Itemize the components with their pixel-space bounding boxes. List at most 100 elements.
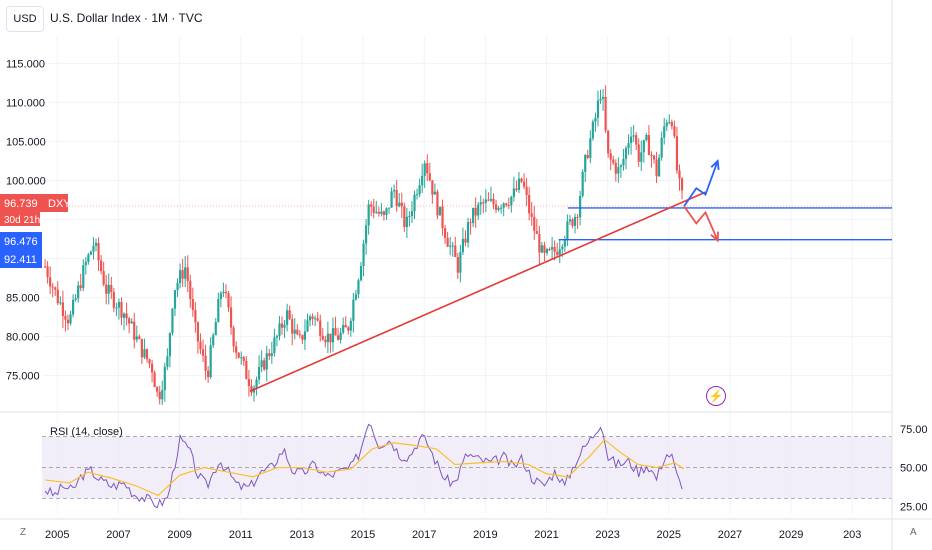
- rsi-title[interactable]: RSI (14, close): [50, 426, 123, 438]
- price-grid: [42, 36, 892, 514]
- candle-body: [599, 98, 602, 101]
- candle-body: [446, 238, 449, 247]
- candle-body: [288, 310, 291, 320]
- candle-body: [607, 130, 610, 154]
- time-tick-label: 2013: [290, 529, 314, 541]
- candle-body: [311, 316, 314, 319]
- candle-body: [589, 138, 592, 158]
- candle-body: [94, 242, 98, 246]
- candle-body: [660, 137, 663, 158]
- candle-body: [426, 163, 429, 174]
- candle-body: [403, 206, 406, 228]
- candle-body: [400, 202, 403, 207]
- time-tick-label: 2029: [779, 529, 803, 541]
- candle-body: [324, 339, 327, 343]
- candle-body: [584, 154, 587, 172]
- price-tick-label: 110.000: [6, 97, 45, 109]
- candle-body: [413, 194, 416, 212]
- time-tick-label: 2023: [595, 529, 619, 541]
- candle-body: [421, 175, 424, 186]
- drawing-tools[interactable]: [42, 158, 892, 392]
- candle-body: [214, 322, 217, 336]
- candle-body: [122, 313, 126, 318]
- candle-body: [372, 206, 375, 213]
- countdown-label: 30d 21h: [4, 215, 40, 226]
- time-axis[interactable]: 2005 2007 2009 2011 2013 2015 2017 2019 2021 2023…: [45, 529, 861, 541]
- level-a-value: 96.476: [4, 236, 38, 248]
- projection-up-arrow[interactable]: [683, 160, 719, 207]
- candle-body: [545, 249, 549, 253]
- trendline[interactable]: [249, 191, 706, 392]
- candle-body: [207, 370, 210, 378]
- time-tick-label: 2025: [657, 529, 681, 541]
- candle-body: [359, 266, 363, 281]
- candle-body: [594, 117, 597, 122]
- time-tick-label: 2017: [412, 529, 436, 541]
- candle-body: [291, 319, 294, 334]
- candle-body: [668, 122, 671, 124]
- candle-body: [530, 213, 533, 217]
- candle-body: [319, 320, 322, 336]
- candle-body: [678, 170, 681, 179]
- currency-button[interactable]: USD: [6, 6, 44, 32]
- candle-body: [395, 189, 398, 207]
- candle-body: [382, 211, 386, 216]
- lightning-icon[interactable]: ⚡: [706, 386, 726, 406]
- candle-body: [293, 329, 296, 334]
- candle-body: [286, 310, 289, 325]
- candle-body: [543, 245, 546, 253]
- candle-body: [563, 239, 566, 247]
- candle-body: [260, 360, 263, 368]
- candle-body: [87, 254, 90, 262]
- candle-body: [128, 318, 131, 324]
- price-tick-label: 85.000: [6, 293, 40, 305]
- candle-body: [579, 195, 582, 218]
- candle-body: [125, 313, 128, 319]
- candle-body: [586, 154, 589, 158]
- candle-body: [178, 270, 182, 283]
- candle-body: [59, 302, 62, 304]
- symbol-title[interactable]: U.S. Dollar Index · 1M · TVC: [50, 11, 203, 25]
- candle-body: [301, 335, 304, 340]
- candle-body: [89, 251, 93, 255]
- candle-body: [181, 270, 184, 279]
- price-tick-label: 75.000: [6, 371, 40, 383]
- time-tick-label: 203: [843, 529, 861, 541]
- candle-body: [479, 202, 482, 205]
- candle-body: [415, 194, 419, 196]
- candle-body: [482, 202, 485, 204]
- candle-body: [224, 291, 228, 294]
- candle-body: [418, 185, 421, 195]
- current-price-value: 96.739: [4, 198, 38, 210]
- candle-body: [538, 233, 541, 253]
- candle-body: [54, 287, 57, 290]
- candle-body: [497, 207, 500, 210]
- candle-body: [553, 247, 556, 252]
- time-tick-label: 2015: [351, 529, 375, 541]
- candle-body: [556, 251, 559, 255]
- rsi-pane: [44, 423, 685, 509]
- candle-body: [522, 181, 526, 187]
- auto-scale-button[interactable]: A: [910, 527, 917, 538]
- projection-down-arrow[interactable]: [683, 205, 719, 241]
- candle-body: [617, 167, 620, 174]
- candle-body: [622, 158, 625, 166]
- candle-body: [576, 216, 579, 218]
- candle-body: [624, 148, 628, 159]
- candle-body: [143, 349, 146, 358]
- candle-body: [306, 320, 309, 332]
- candle-body: [515, 188, 518, 190]
- candle-body: [140, 338, 143, 358]
- candle-body: [647, 134, 651, 155]
- candle-body: [441, 206, 444, 229]
- rsi-ma-line: [44, 438, 685, 497]
- candle-body: [278, 323, 281, 337]
- candle-body: [398, 202, 401, 207]
- candle-body: [433, 191, 436, 195]
- z-button[interactable]: Z: [20, 527, 27, 538]
- candle-body: [367, 204, 370, 226]
- candle-body: [612, 159, 615, 163]
- candle-body: [117, 301, 121, 308]
- candle-body: [680, 178, 684, 191]
